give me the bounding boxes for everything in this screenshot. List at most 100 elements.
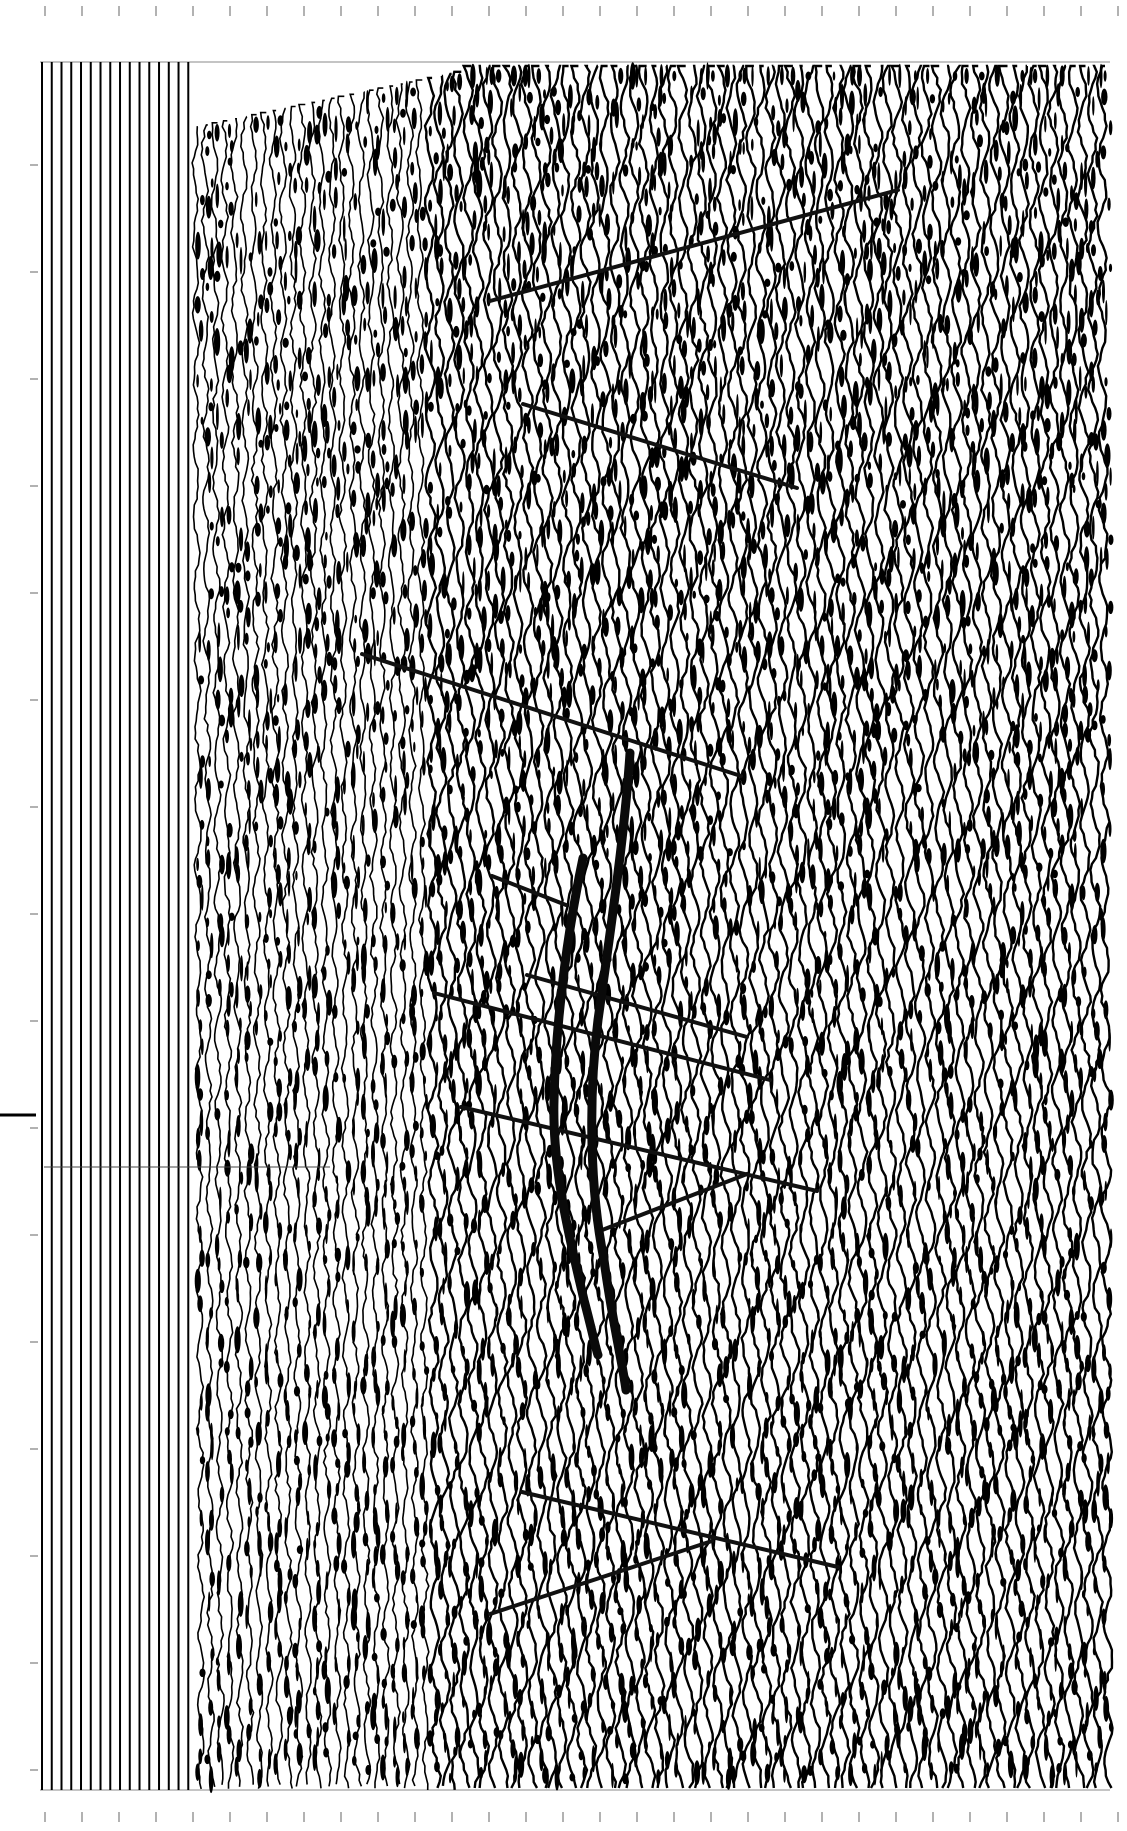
wavelet bbox=[207, 640, 211, 661]
wavelet bbox=[787, 1437, 792, 1453]
wavelet bbox=[869, 656, 874, 679]
wavelet bbox=[938, 1040, 944, 1066]
wavelet bbox=[1008, 215, 1012, 235]
wavelet bbox=[347, 951, 351, 975]
wavelet bbox=[227, 506, 232, 525]
wavelet bbox=[454, 1319, 458, 1339]
wavelet bbox=[536, 1245, 539, 1256]
wavelet bbox=[979, 1466, 984, 1478]
wavelet bbox=[893, 1499, 899, 1523]
wavelet bbox=[965, 1667, 969, 1694]
wavelet bbox=[984, 1482, 990, 1504]
wavelet bbox=[462, 1651, 467, 1676]
wavelet bbox=[560, 1295, 563, 1310]
wavelet bbox=[403, 367, 409, 394]
wavelet bbox=[949, 1204, 952, 1219]
wavelet bbox=[625, 247, 631, 273]
wavelet bbox=[755, 1128, 758, 1144]
wavelet bbox=[267, 642, 270, 652]
wavelet bbox=[342, 292, 347, 316]
wavelet bbox=[677, 719, 683, 746]
wavelet bbox=[948, 1551, 953, 1571]
wavelet bbox=[275, 231, 279, 249]
wavelet bbox=[257, 312, 260, 327]
wavelet bbox=[437, 1433, 442, 1454]
wavelet bbox=[955, 838, 961, 862]
wavelet bbox=[741, 434, 745, 458]
wavelet bbox=[1020, 1534, 1025, 1554]
wavelet bbox=[868, 311, 872, 335]
wavelet bbox=[615, 102, 619, 129]
wavelet bbox=[926, 1667, 932, 1682]
wavelet bbox=[298, 627, 302, 654]
wavelet bbox=[796, 988, 799, 1006]
wavelet bbox=[486, 1621, 492, 1646]
wavelet bbox=[1023, 1755, 1029, 1781]
wavelet bbox=[614, 325, 618, 349]
wavelet bbox=[304, 501, 308, 516]
wavelet bbox=[741, 92, 747, 106]
wavelet bbox=[1007, 141, 1011, 165]
wavelet bbox=[593, 1531, 596, 1553]
wavelet bbox=[857, 65, 862, 86]
wavelet bbox=[589, 1590, 594, 1610]
wavelet bbox=[386, 1151, 388, 1173]
wavelet bbox=[910, 1028, 913, 1052]
wavelet bbox=[760, 1440, 764, 1464]
wavelet bbox=[393, 607, 396, 625]
wavelet bbox=[596, 1634, 601, 1650]
wavelet bbox=[877, 1361, 882, 1372]
wavelet bbox=[497, 352, 501, 363]
wavelet bbox=[346, 552, 349, 573]
wavelet bbox=[438, 101, 442, 125]
wavelet bbox=[950, 958, 955, 983]
wavelet bbox=[1023, 1558, 1027, 1570]
wavelet bbox=[513, 832, 516, 854]
wavelet bbox=[622, 866, 628, 890]
wavelet bbox=[1075, 87, 1080, 97]
wavelet bbox=[674, 921, 680, 946]
wavelet bbox=[1074, 1335, 1080, 1360]
wavelet bbox=[776, 1396, 781, 1411]
wavelet bbox=[881, 1017, 883, 1035]
wavelet bbox=[444, 1242, 448, 1268]
wavelet bbox=[486, 639, 491, 652]
wavelet bbox=[385, 461, 389, 472]
wavelet bbox=[464, 1213, 469, 1230]
wavelet bbox=[354, 335, 357, 345]
wavelet bbox=[574, 1104, 580, 1118]
wavelet bbox=[695, 1618, 701, 1642]
wavelet bbox=[684, 1715, 687, 1738]
wavelet bbox=[836, 1054, 838, 1073]
wavelet bbox=[712, 702, 715, 714]
wavelet bbox=[273, 1753, 277, 1775]
wavelet bbox=[523, 1380, 527, 1399]
wavelet bbox=[1019, 1601, 1025, 1617]
wavelet bbox=[764, 1457, 769, 1478]
wavelet bbox=[1054, 1644, 1057, 1672]
wavelet bbox=[769, 379, 775, 397]
wavelet bbox=[423, 1521, 428, 1535]
wavelet bbox=[448, 374, 451, 388]
wavelet bbox=[705, 555, 708, 581]
wavelet bbox=[312, 1057, 318, 1076]
wavelet bbox=[550, 127, 554, 145]
wavelet bbox=[1056, 1763, 1061, 1774]
wavelet bbox=[308, 1385, 311, 1399]
wavelet bbox=[652, 535, 657, 544]
wavelet bbox=[1091, 1008, 1095, 1019]
wavelet bbox=[691, 665, 696, 691]
wavelet bbox=[576, 534, 580, 545]
wavelet bbox=[777, 1515, 781, 1539]
wavelet bbox=[438, 179, 443, 205]
wavelet bbox=[264, 298, 269, 313]
wavelet bbox=[761, 197, 765, 205]
wavelet bbox=[674, 1246, 678, 1267]
wavelet bbox=[829, 1090, 834, 1100]
wavelet bbox=[264, 659, 268, 669]
wavelet bbox=[372, 1568, 375, 1589]
wavelet bbox=[1093, 320, 1098, 336]
wavelet bbox=[383, 591, 388, 604]
wavelet bbox=[810, 493, 815, 514]
wavelet bbox=[769, 994, 774, 1019]
